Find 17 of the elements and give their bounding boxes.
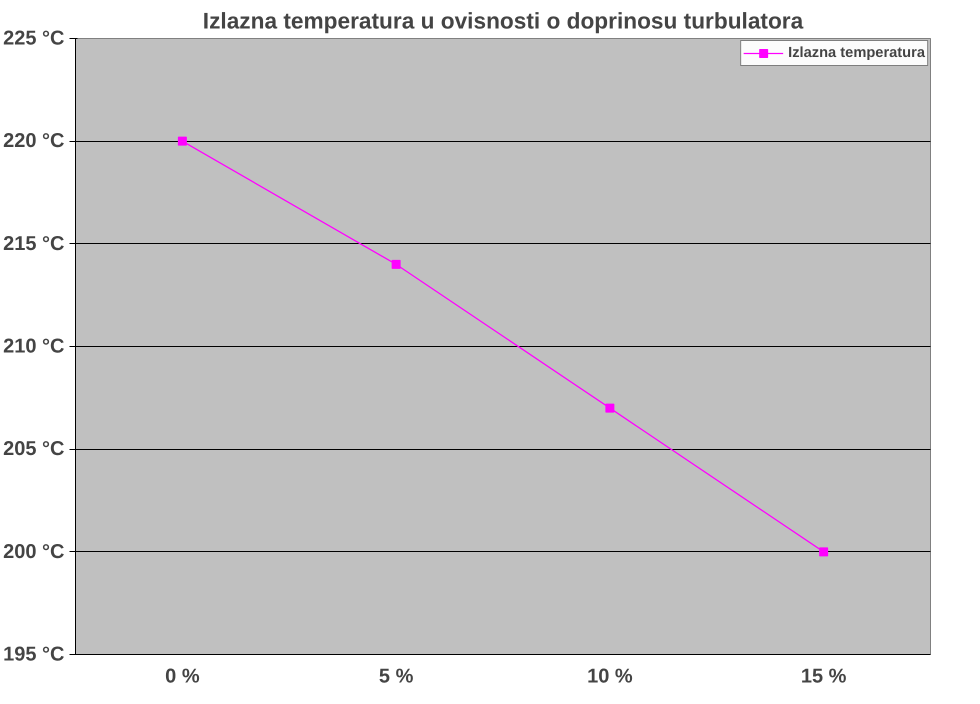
point [178, 136, 187, 146]
y-tick-label: 220 °C [3, 130, 65, 152]
x-tick-label: 10 % [587, 666, 633, 688]
point [819, 547, 828, 556]
x-tick-label: 15 % [800, 666, 847, 688]
y-tick-label: 205 °C [3, 438, 65, 460]
x-tick-label: 5 % [378, 666, 414, 688]
legend-label: Izlazna temperatura [788, 45, 925, 61]
chart-title: Izlazna temperatura u ovisnosti o doprinosu turbulatora [202, 8, 804, 34]
y-tick-label: 215 °C [3, 232, 65, 255]
y-tick-label: 225 °C [3, 28, 65, 50]
y-tick-label: 210 °C [3, 336, 65, 358]
y-tick-label: 195 °C [3, 644, 65, 666]
point [392, 260, 401, 269]
y-tick-label: 200 °C [3, 540, 65, 563]
point [605, 404, 614, 413]
x-tick-label: 0 % [165, 666, 200, 688]
